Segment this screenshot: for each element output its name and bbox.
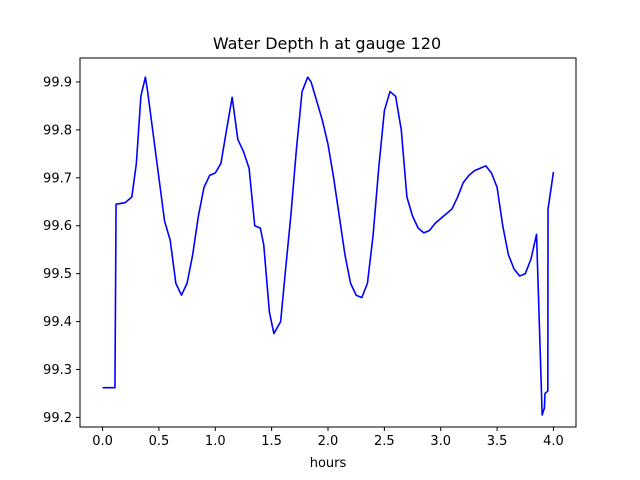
x-axis-label: hours [310, 456, 347, 471]
y-tick-label: 99.2 [43, 411, 72, 426]
x-tick-label: 2.5 [374, 434, 395, 449]
x-tick-label: 2.0 [318, 434, 339, 449]
y-tick-label: 99.8 [43, 123, 72, 138]
x-tick-label: 3.0 [430, 434, 451, 449]
x-tick-label: 0.0 [92, 434, 113, 449]
y-tick-label: 99.6 [43, 219, 72, 234]
y-tick-label: 99.4 [43, 315, 72, 330]
y-tick-label: 99.7 [43, 171, 72, 186]
x-tick-label: 1.0 [205, 434, 226, 449]
x-tick-label: 0.5 [149, 434, 170, 449]
plot-area [79, 57, 577, 428]
x-tick-label: 1.5 [261, 434, 282, 449]
x-tick-label: 4.0 [543, 434, 564, 449]
y-tick-label: 99.9 [43, 75, 72, 90]
y-tick-label: 99.3 [43, 363, 72, 378]
y-tick-label: 99.5 [43, 267, 72, 282]
x-axis-ticks: 0.0 0.5 1.0 1.5 2.0 2.5 3.0 3.5 4.0 [92, 427, 564, 449]
series-line [102, 76, 555, 416]
chart-title: Water Depth h at gauge 120 [213, 34, 441, 53]
x-tick-label: 3.5 [487, 434, 508, 449]
y-axis-ticks: 99.2 99.3 99.4 99.5 99.6 99.7 99.8 99.9 [43, 75, 80, 426]
